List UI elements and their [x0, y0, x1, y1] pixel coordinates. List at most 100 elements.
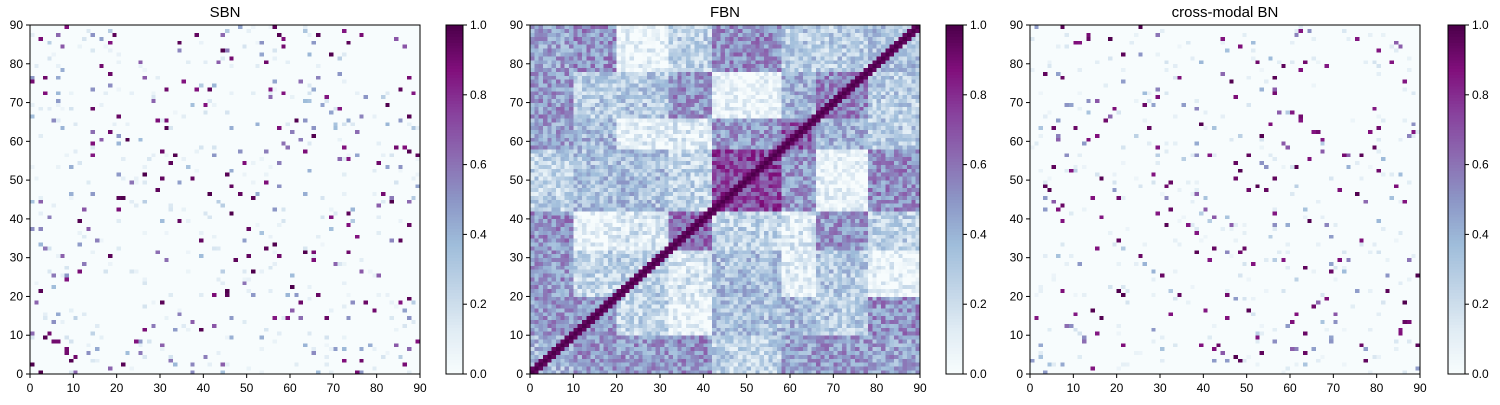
heatmap-cell: [73, 234, 79, 239]
heatmap-cell: [138, 327, 144, 332]
heatmap-cell: [142, 230, 148, 235]
heatmap-cell: [168, 315, 174, 321]
heatmap-cell: [251, 249, 256, 255]
heatmap-cell: [411, 370, 417, 375]
heatmap-cell: [272, 257, 278, 262]
heatmap-cell: [56, 195, 61, 200]
heatmap-cell: [290, 319, 295, 324]
heatmap-cell: [82, 183, 87, 189]
heatmap-cell: [385, 187, 391, 193]
heatmap-cell: [186, 319, 191, 324]
heatmap-cell: [30, 211, 35, 216]
heatmap-cell: [229, 304, 235, 309]
heatmap-cell: [233, 242, 239, 247]
heatmap-cell: [294, 354, 300, 359]
heatmap-cell: [38, 366, 44, 371]
heatmap-cell: [233, 207, 239, 212]
heatmap-cell: [251, 261, 256, 266]
heatmap-cell: [30, 358, 35, 363]
heatmap-cell: [329, 265, 334, 270]
heatmap-cell: [303, 342, 308, 348]
heatmap-cell: [268, 261, 274, 266]
heatmap-cell: [290, 308, 295, 313]
heatmap-cell: [112, 304, 118, 309]
heatmap-cell: [103, 211, 109, 216]
heatmap-cell: [34, 296, 40, 301]
heatmap-cell: [307, 253, 313, 259]
heatmap-cell: [255, 358, 261, 363]
heatmap-cell: [30, 327, 35, 332]
heatmap-cell: [121, 335, 126, 340]
heatmap-cell: [194, 215, 200, 220]
heatmap-cell: [294, 362, 300, 367]
heatmap-cell: [90, 296, 96, 301]
heatmap-cell: [238, 346, 243, 352]
heatmap-cell: [155, 308, 161, 313]
heatmap-cell: [43, 226, 48, 231]
heatmap-cell: [285, 327, 291, 332]
heatmap-cell: [333, 164, 339, 169]
heatmap-cell: [411, 350, 417, 355]
heatmap-cell: [160, 261, 165, 266]
heatmap-cell: [212, 342, 217, 348]
heatmap-cell: [398, 300, 404, 305]
heatmap-cell: [350, 215, 356, 220]
heatmap-cell: [155, 222, 161, 227]
heatmap-cell: [342, 160, 347, 165]
heatmap-cell: [164, 156, 170, 162]
heatmap-cell: [342, 350, 347, 355]
heatmap-cell: [251, 354, 256, 359]
heatmap-cell: [268, 331, 274, 336]
heatmap-cell: [51, 370, 57, 375]
heatmap-cell: [285, 183, 291, 189]
heatmap-cell: [350, 315, 356, 321]
heatmap-cell: [60, 168, 66, 173]
heatmap-cell: [194, 342, 200, 348]
heatmap-cell: [402, 218, 408, 224]
heatmap-cell: [342, 203, 347, 208]
heatmap-cell: [138, 218, 144, 224]
heatmap-cell: [134, 180, 139, 185]
heatmap-cell: [103, 172, 109, 177]
heatmap-cell: [359, 292, 365, 297]
heatmap-cell: [103, 296, 109, 301]
heatmap-cell: [34, 308, 40, 313]
heatmap-cell: [69, 238, 74, 243]
heatmap-cell: [95, 222, 100, 227]
heatmap-cell: [407, 354, 412, 359]
heatmap-cell: [255, 269, 261, 274]
heatmap-cell: [415, 203, 421, 208]
heatmap-cell: [290, 238, 295, 243]
heatmap-cell: [407, 261, 412, 266]
heatmap-cell: [199, 191, 204, 196]
heatmap-cell: [64, 265, 70, 270]
heatmap-cell: [155, 335, 161, 340]
heatmap-cell: [173, 346, 178, 352]
heatmap-cell: [212, 327, 217, 332]
heatmap-cell: [147, 218, 152, 224]
heatmap-cell: [151, 315, 157, 321]
heatmap-cell: [337, 304, 343, 309]
heatmap-cell: [51, 296, 57, 301]
heatmap-cell: [69, 172, 74, 177]
heatmap-cell: [125, 304, 131, 309]
heatmap-cell: [394, 191, 399, 196]
heatmap-cell: [90, 187, 96, 193]
heatmap-cell: [116, 257, 122, 262]
heatmap-cell: [272, 226, 278, 231]
heatmap-cell: [298, 230, 304, 235]
heatmap-cell: [333, 284, 339, 290]
heatmap-cell: [168, 203, 174, 208]
heatmap-cell: [368, 280, 373, 286]
heatmap-cell: [121, 249, 126, 255]
heatmap-cell: [64, 218, 70, 224]
heatmap-cell: [155, 238, 161, 243]
heatmap-cell: [43, 234, 48, 239]
heatmap-cell: [363, 358, 369, 363]
heatmap-cell: [329, 331, 334, 336]
heatmap-cell: [398, 362, 404, 367]
heatmap-cell: [47, 183, 53, 189]
heatmap-cell: [316, 342, 321, 348]
heatmap-cell: [372, 180, 378, 185]
heatmap-cell: [51, 168, 57, 173]
